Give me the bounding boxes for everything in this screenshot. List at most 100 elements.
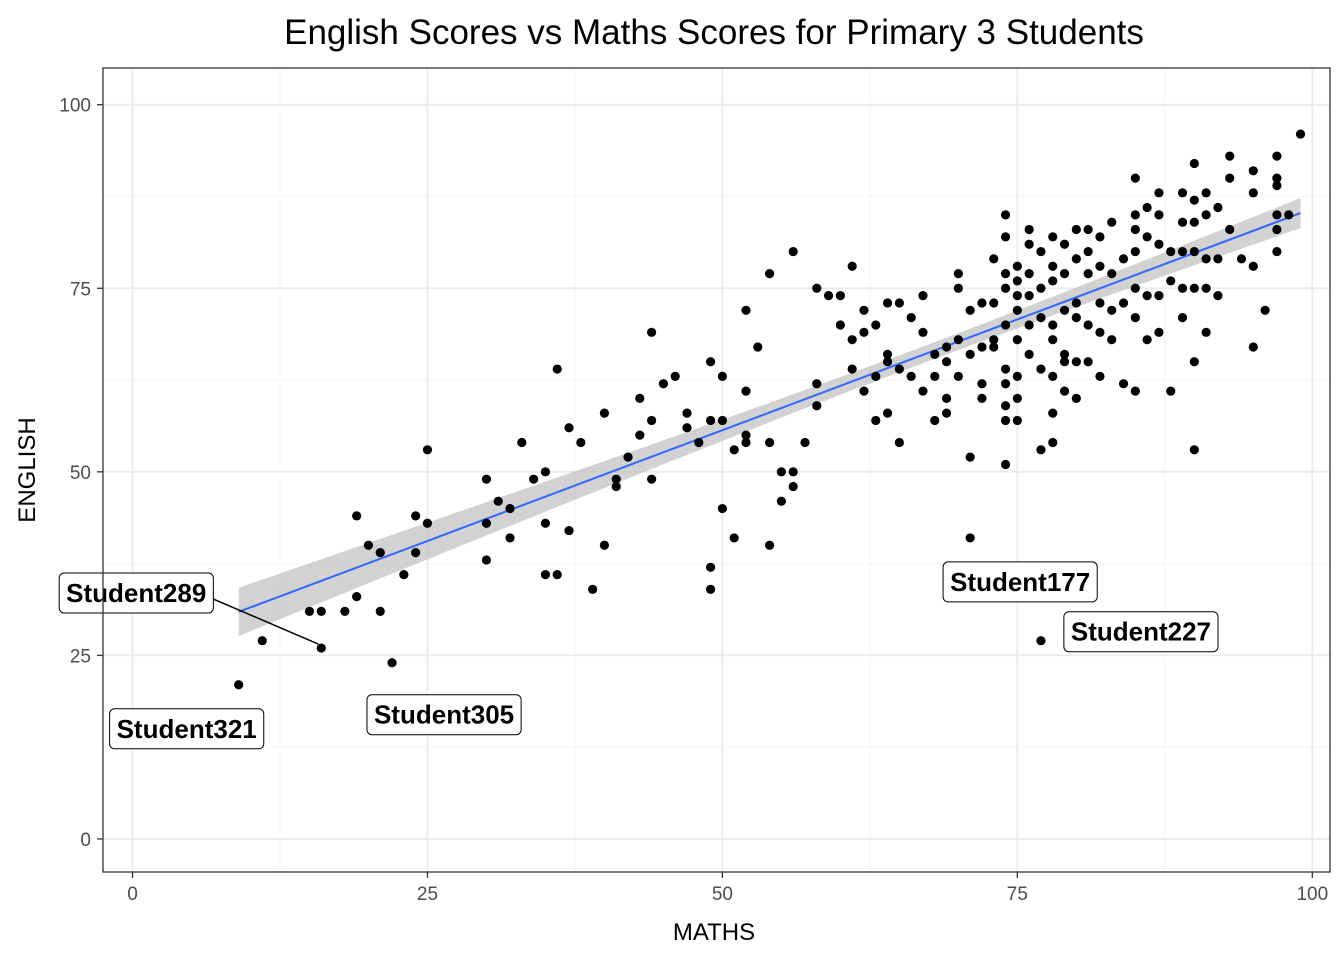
data-point: [1142, 202, 1152, 213]
data-point: [1189, 195, 1199, 205]
data-point: [635, 393, 645, 404]
x-axis-title: MATHS: [673, 919, 755, 946]
data-point: [670, 371, 680, 381]
x-tick-label: 0: [127, 884, 138, 905]
data-point: [930, 371, 940, 381]
data-point: [1177, 217, 1188, 227]
data-point: [1189, 158, 1199, 169]
data-point: [505, 503, 515, 514]
data-point: [647, 327, 657, 337]
data-point: [1213, 254, 1223, 264]
data-point: [941, 342, 952, 352]
data-point: [1118, 379, 1129, 389]
data-point: [1036, 283, 1046, 293]
data-point: [1036, 636, 1046, 646]
data-point: [1000, 364, 1011, 374]
label-box: [58, 572, 214, 614]
label-box: [1063, 611, 1219, 653]
data-point: [1000, 379, 1011, 389]
data-point: [918, 327, 928, 337]
data-point: [1048, 320, 1058, 330]
data-point: [623, 452, 633, 462]
data-point: [1154, 239, 1164, 249]
data-point: [1095, 327, 1105, 337]
data-point: [1166, 246, 1176, 257]
data-point: [316, 643, 326, 653]
data-point: [1059, 357, 1070, 367]
data-point: [706, 415, 716, 426]
data-point: [989, 254, 999, 264]
data-point: [977, 342, 987, 352]
data-point: [859, 305, 869, 315]
data-point: [717, 503, 727, 514]
data-point: [776, 467, 786, 477]
data-point: [859, 327, 869, 337]
y-tick-label: 50: [70, 463, 91, 484]
data-point: [399, 570, 409, 580]
data-points: [234, 129, 1306, 690]
data-point: [1260, 305, 1270, 315]
data-point: [1000, 401, 1011, 411]
data-point: [540, 467, 551, 477]
data-point: [717, 415, 727, 426]
data-point: [977, 393, 987, 404]
data-point: [1083, 224, 1093, 235]
data-point: [894, 364, 904, 374]
data-point: [953, 335, 963, 345]
data-point: [1248, 166, 1258, 176]
data-point: [1189, 445, 1199, 455]
data-point: [1012, 393, 1022, 404]
data-point: [647, 474, 657, 484]
data-point: [1000, 232, 1011, 242]
data-point: [611, 481, 621, 492]
data-point: [871, 415, 881, 426]
data-point: [1059, 305, 1070, 315]
data-point: [1154, 327, 1164, 337]
data-point: [1177, 188, 1188, 198]
data-point: [812, 283, 822, 293]
data-point: [847, 335, 857, 345]
label-text: Student227: [1071, 617, 1211, 647]
data-point: [588, 584, 598, 594]
data-point: [1107, 217, 1117, 227]
data-point: [1024, 239, 1034, 249]
y-tick-label: 100: [59, 96, 91, 117]
data-point: [340, 606, 350, 616]
data-point: [741, 386, 751, 396]
data-point: [1272, 224, 1282, 235]
data-point: [965, 349, 975, 359]
data-point: [894, 437, 904, 448]
y-tick-label: 25: [70, 646, 91, 667]
data-point: [788, 246, 798, 257]
data-point: [1154, 210, 1164, 220]
data-point: [1095, 232, 1105, 242]
data-point: [1130, 283, 1140, 293]
data-point: [906, 313, 916, 323]
data-point: [1071, 298, 1081, 308]
data-point: [1000, 283, 1011, 293]
data-point: [1142, 335, 1152, 345]
data-point: [387, 658, 397, 668]
point-label-student289: Student289: [58, 572, 319, 645]
data-point: [1059, 239, 1070, 249]
data-point: [1048, 371, 1058, 381]
plot-panel-border: [102, 67, 1331, 873]
data-point: [930, 349, 940, 359]
data-point: [764, 268, 775, 279]
data-point: [1130, 173, 1140, 183]
data-point: [540, 518, 551, 528]
label-text: Student289: [66, 578, 206, 608]
data-point: [1201, 210, 1211, 220]
data-point: [1048, 335, 1058, 345]
data-point: [800, 437, 810, 448]
label-box: [942, 561, 1098, 603]
data-point: [1036, 364, 1046, 374]
data-point: [1142, 232, 1152, 242]
data-point: [1166, 386, 1176, 396]
label-text: Student321: [117, 714, 257, 744]
data-point: [1024, 224, 1034, 235]
data-point: [1036, 445, 1046, 455]
data-point: [741, 437, 751, 448]
data-point: [1130, 224, 1140, 235]
